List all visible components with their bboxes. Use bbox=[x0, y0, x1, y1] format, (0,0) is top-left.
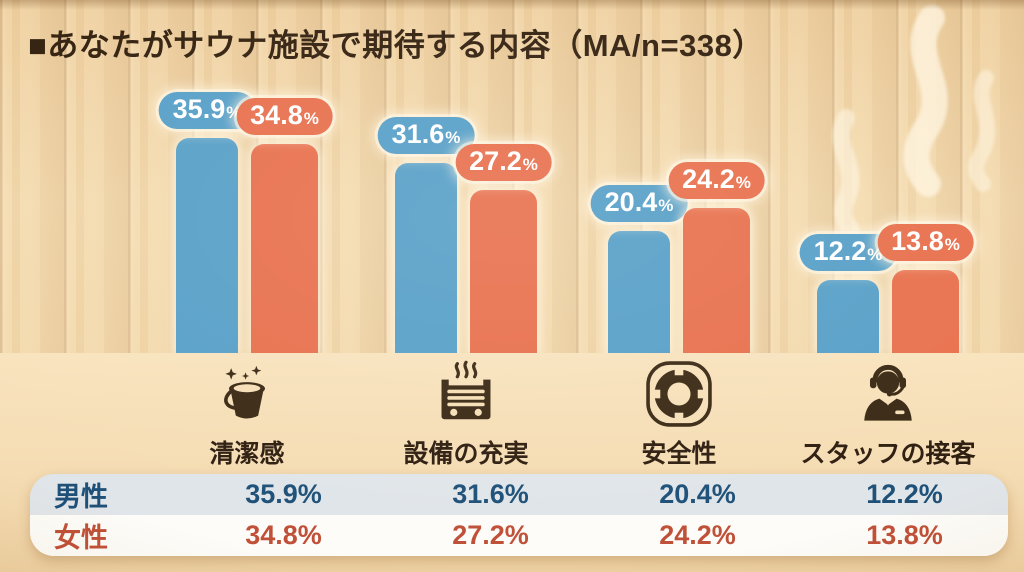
bar-group-2: 31.6% 27.2% bbox=[377, 117, 552, 353]
row-label: 男性 bbox=[54, 482, 108, 512]
value-pill: 24.2% bbox=[668, 161, 765, 199]
category-label: 設備の充実 bbox=[403, 440, 529, 468]
table-value: 24.2% bbox=[659, 520, 736, 550]
table-row-series1: 男性 35.9% 31.6% 20.4% 12.2% bbox=[30, 474, 1008, 515]
table-value: 12.2% bbox=[866, 479, 943, 509]
table-value: 35.9% bbox=[245, 479, 322, 509]
table-value: 31.6% bbox=[452, 479, 529, 509]
staff-headset-icon bbox=[864, 364, 912, 421]
category-label: 清潔感 bbox=[209, 440, 285, 468]
category-label: スタッフの接客 bbox=[800, 440, 976, 468]
life-ring-icon bbox=[646, 361, 712, 427]
table-value: 27.2% bbox=[452, 520, 529, 550]
value-pill: 27.2% bbox=[455, 143, 552, 181]
bar-series1-cat2: 31.6% bbox=[377, 117, 475, 353]
row-label: 女性 bbox=[54, 523, 108, 553]
table-value: 34.8% bbox=[245, 520, 322, 550]
value-pill: 13.8% bbox=[877, 224, 974, 262]
bar-group-4: 12.2% 13.8% bbox=[799, 224, 974, 353]
summary-table: 男性 35.9% 31.6% 20.4% 12.2% 女性 34.8% 27.2% 24.2% 1… bbox=[30, 474, 1008, 556]
bar-series1-cat4: 12.2% bbox=[799, 233, 897, 353]
lower-panel: 清潔感 設備の充実 bbox=[0, 353, 1024, 572]
table-value: 13.8% bbox=[866, 520, 943, 550]
category-facilities: 設備の充実 bbox=[351, 358, 581, 470]
bar-group-1: 35.9% 34.8% bbox=[158, 91, 333, 353]
bucket-sparkle-icon bbox=[224, 365, 265, 419]
table-value: 20.4% bbox=[659, 479, 736, 509]
chart-title: ■あなたがサウナ施設で期待する内容（MA/n=338） bbox=[28, 28, 764, 63]
table-row-series2: 女性 34.8% 27.2% 24.2% 13.8% bbox=[30, 515, 1008, 556]
bar-series2-cat4: 13.8% bbox=[877, 224, 974, 353]
bar-series2-cat2: 27.2% bbox=[455, 143, 552, 353]
value-pill: 34.8% bbox=[236, 98, 333, 136]
bar-series2-cat3: 24.2% bbox=[668, 161, 765, 353]
bar-group-3: 20.4% 24.2% bbox=[590, 161, 765, 353]
bar-chart-area: 35.9% 34.8% 31.6% 27.2% 20.4% 24.2% 12.2% 13.8% bbox=[158, 91, 974, 353]
bar-series1-cat1: 35.9% bbox=[158, 91, 256, 353]
bar-series1-cat3: 20.4% bbox=[590, 184, 688, 353]
category-safety: 安全性 bbox=[564, 358, 794, 470]
bar-series2-cat1: 34.8% bbox=[236, 98, 333, 353]
steam-wisps-icon bbox=[832, 5, 996, 239]
category-cleanliness: 清潔感 bbox=[132, 358, 362, 470]
category-label: 安全性 bbox=[641, 440, 717, 468]
value-pill: 31.6% bbox=[377, 117, 475, 155]
category-staff-service: スタッフの接客 bbox=[773, 358, 1003, 470]
sauna-heater-icon bbox=[441, 360, 491, 420]
